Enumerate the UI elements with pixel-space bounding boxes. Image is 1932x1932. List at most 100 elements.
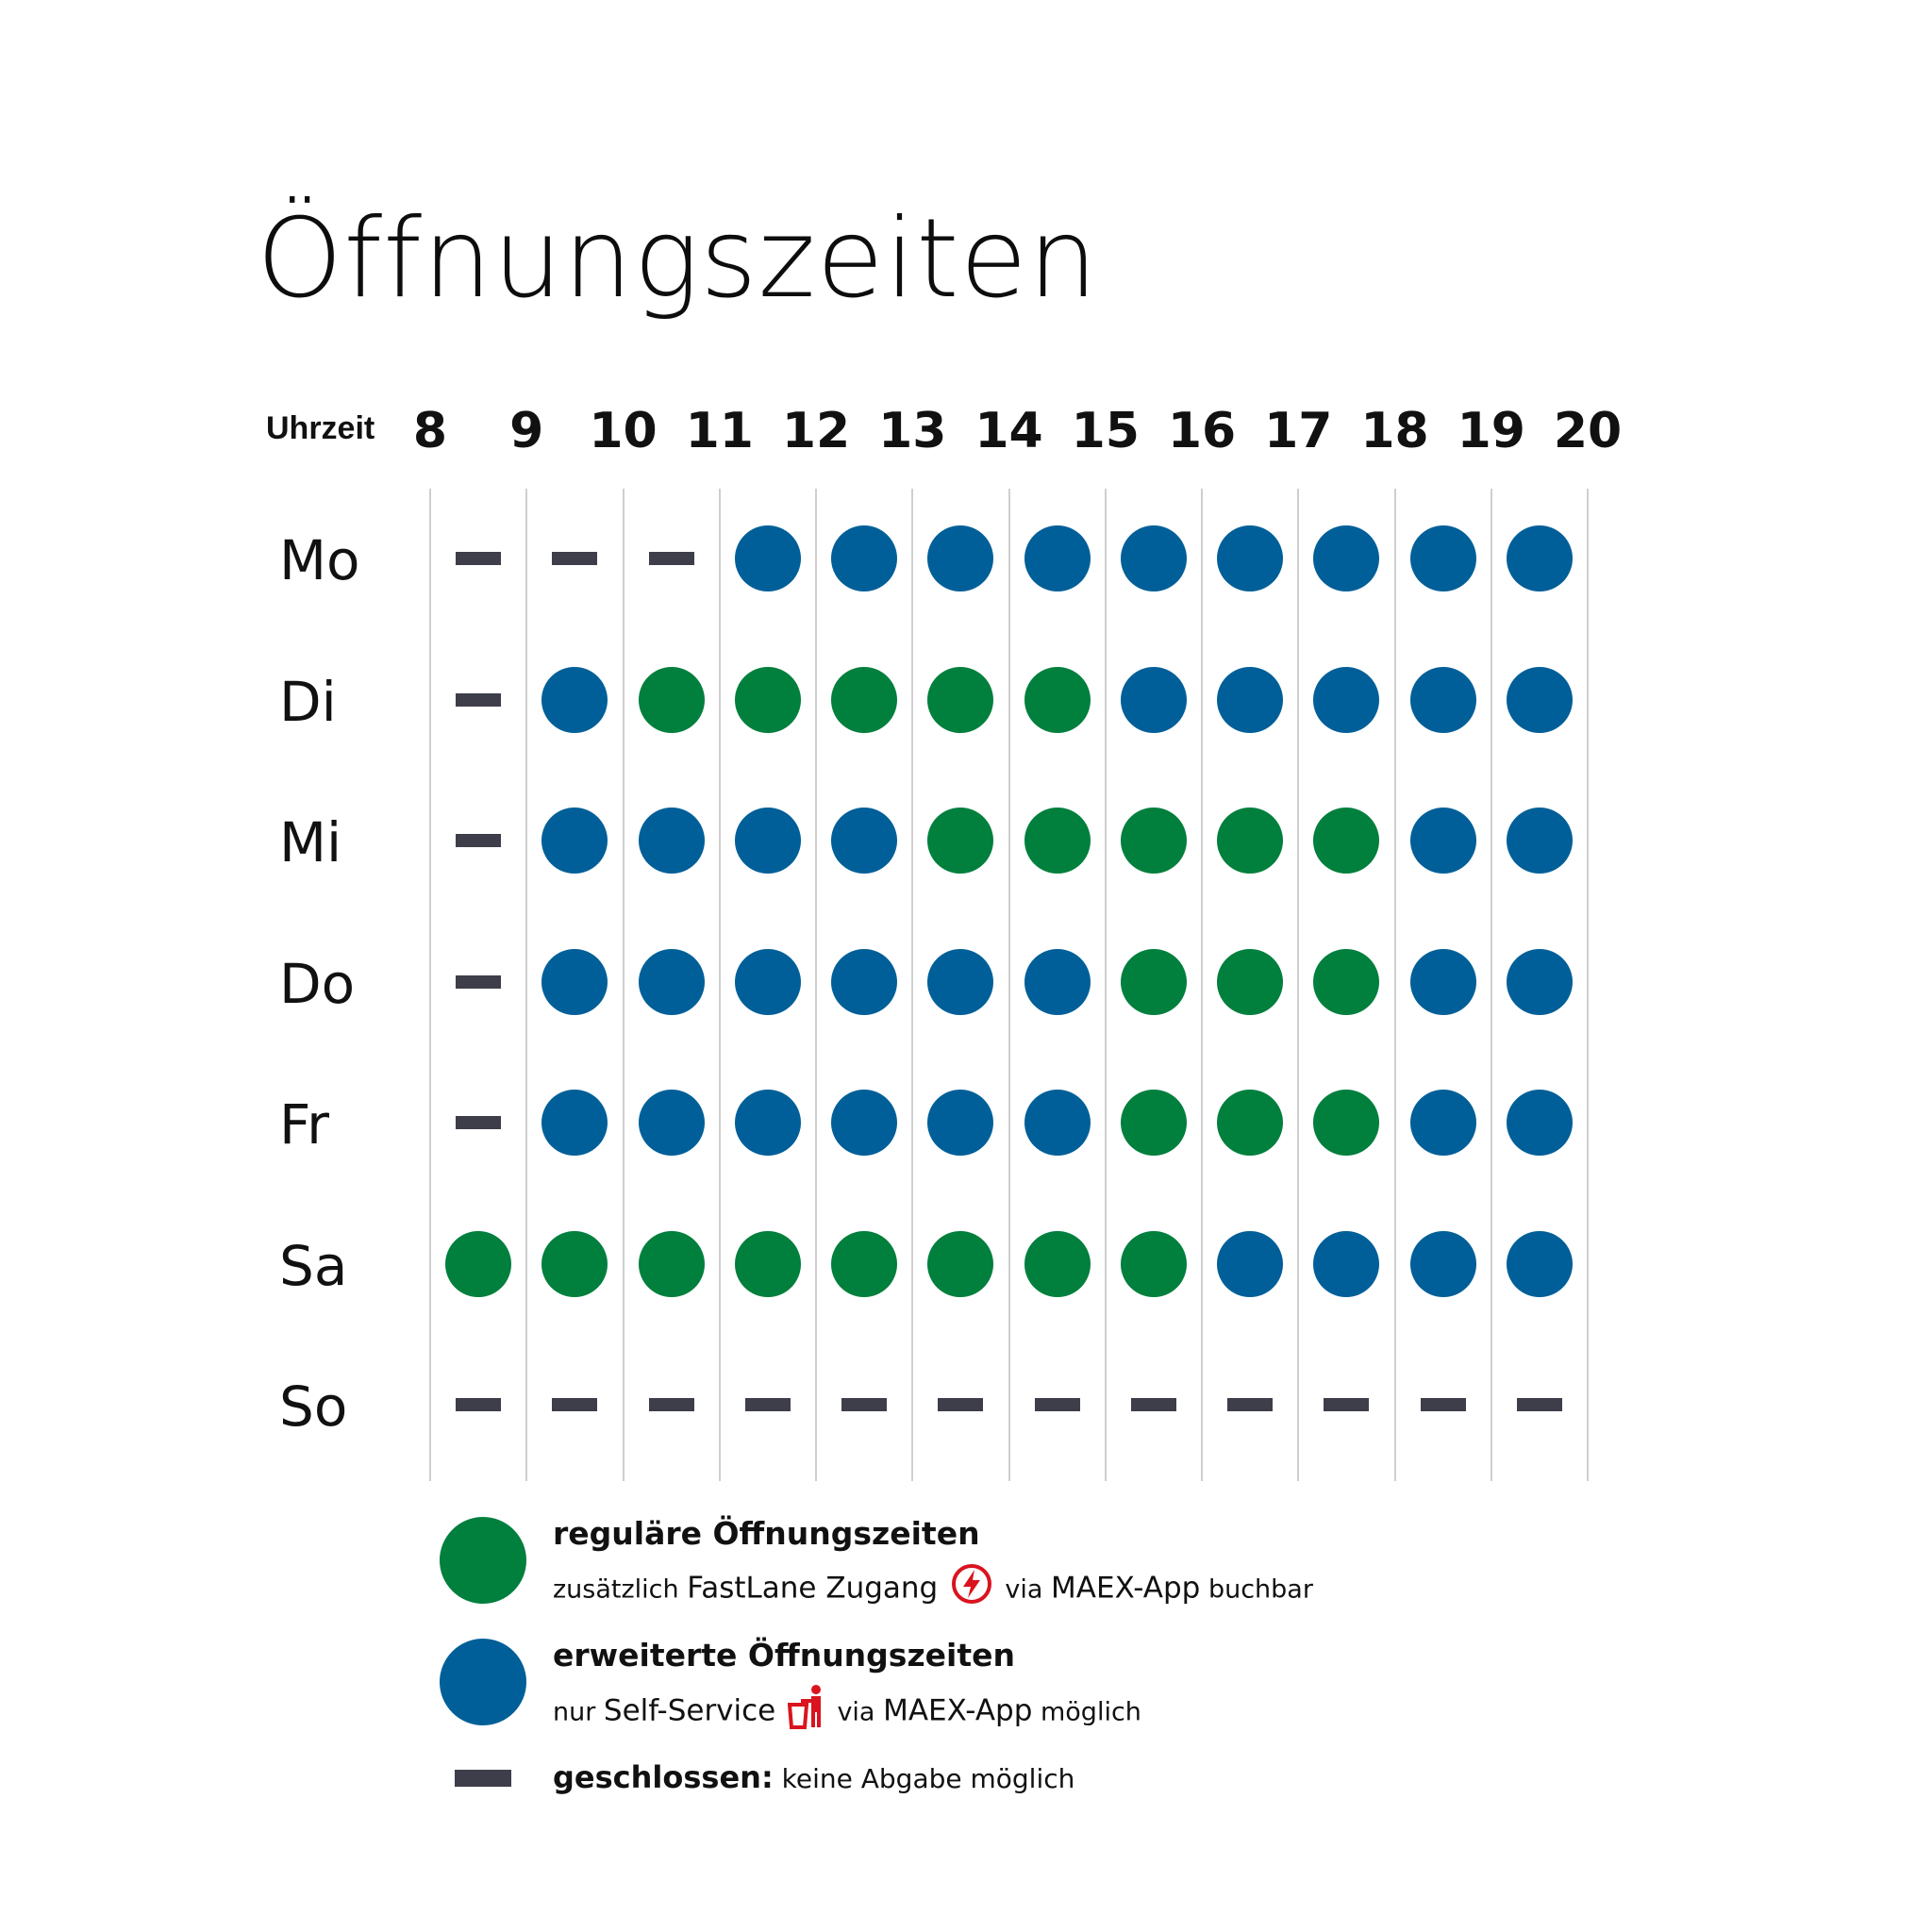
hour-gridline (1587, 489, 1589, 1481)
extended-slot-dot (1217, 666, 1284, 733)
regular-slot-dot (927, 1230, 994, 1297)
hour-label: 10 (589, 403, 658, 459)
closed-slot-dash (1130, 1398, 1176, 1411)
closed-slot-dash (841, 1398, 888, 1411)
regular-slot-dot (1313, 808, 1380, 874)
extended-slot-dot (1409, 666, 1476, 733)
extended-slot-dot (734, 948, 801, 1015)
hour-label: 12 (781, 403, 851, 459)
hour-gridline (1297, 489, 1300, 1481)
regular-slot-dot (1313, 1090, 1380, 1156)
hour-label: 13 (878, 403, 947, 459)
legend-extended-dot (440, 1639, 526, 1725)
legend-regular-feature: FastLane Zugang (687, 1571, 939, 1606)
hour-label: 11 (685, 403, 754, 459)
extended-slot-dot (831, 525, 898, 591)
hour-gridline (1104, 489, 1107, 1481)
regular-slot-dot (1120, 1230, 1187, 1297)
hour-label: 9 (509, 403, 544, 459)
regular-slot-dot (1217, 808, 1284, 874)
regular-slot-dot (1217, 948, 1284, 1015)
extended-slot-dot (1506, 1090, 1573, 1156)
extended-slot-dot (1506, 666, 1573, 733)
day-label: Sa (279, 1233, 348, 1298)
closed-slot-dash (456, 834, 502, 847)
regular-slot-dot (445, 1230, 512, 1297)
regular-slot-dot (734, 666, 801, 733)
legend-closed-title: geschlossen: (553, 1759, 774, 1795)
extended-slot-dot (734, 808, 801, 874)
legend-regular-subtitle: zusätzlich FastLane Zugang via MAEX-App … (553, 1562, 1313, 1619)
legend-regular-title: reguläre Öffnungszeiten (553, 1515, 980, 1552)
legend-regular-via: via (1005, 1574, 1043, 1605)
extended-slot-dot (831, 948, 898, 1015)
legend-extended-feature: Self-Service (603, 1693, 776, 1728)
hour-label: 16 (1167, 403, 1237, 459)
regular-slot-dot (1024, 666, 1091, 733)
hour-gridline (1490, 489, 1492, 1481)
extended-slot-dot (927, 1090, 994, 1156)
closed-slot-dash (744, 1398, 791, 1411)
extended-slot-dot (927, 948, 994, 1015)
extended-slot-dot (734, 1090, 801, 1156)
extended-slot-dot (831, 808, 898, 874)
extended-slot-dot (1409, 808, 1476, 874)
regular-slot-dot (927, 808, 994, 874)
hour-gridline (622, 489, 625, 1481)
legend-closed-dash (455, 1770, 511, 1787)
legend-regular-dot (440, 1517, 526, 1604)
day-label: Fr (279, 1092, 329, 1157)
closed-slot-dash (552, 1398, 598, 1411)
hour-gridline (1393, 489, 1396, 1481)
extended-slot-dot (927, 525, 994, 591)
extended-slot-dot (541, 948, 608, 1015)
regular-slot-dot (1120, 808, 1187, 874)
extended-slot-dot (1409, 525, 1476, 591)
extended-slot-dot (1120, 525, 1187, 591)
legend-closed-desc: keine Abgabe möglich (781, 1763, 1075, 1794)
extended-slot-dot (1313, 525, 1380, 591)
regular-slot-dot (1120, 1090, 1187, 1156)
extended-slot-dot (541, 666, 608, 733)
time-axis-label: Uhrzeit (266, 410, 375, 446)
extended-slot-dot (1024, 1090, 1091, 1156)
hour-gridline (525, 489, 528, 1481)
legend-extended-title: erweiterte Öffnungszeiten (553, 1637, 1015, 1674)
regular-slot-dot (1024, 1230, 1091, 1297)
extended-slot-dot (1506, 1230, 1573, 1297)
hour-gridline (1008, 489, 1010, 1481)
regular-slot-dot (541, 1230, 608, 1297)
closed-slot-dash (456, 1116, 502, 1129)
page-title: Öffnungszeiten (257, 195, 1099, 323)
extended-slot-dot (831, 1090, 898, 1156)
legend-extended-suffix: möglich (1040, 1697, 1141, 1727)
hour-label: 8 (412, 403, 448, 459)
legend-regular-app: MAEX-App (1051, 1571, 1201, 1606)
day-label: Mo (279, 528, 360, 592)
extended-slot-dot (638, 948, 705, 1015)
legend-regular-suffix: buchbar (1208, 1574, 1313, 1605)
closed-slot-dash (456, 974, 502, 989)
hour-gridline (911, 489, 914, 1481)
regular-slot-dot (1313, 948, 1380, 1015)
regular-slot-dot (638, 1230, 705, 1297)
legend-extended-via: via (837, 1697, 875, 1727)
regular-slot-dot (927, 666, 994, 733)
regular-slot-dot (1120, 948, 1187, 1015)
extended-slot-dot (734, 525, 801, 591)
hour-gridline (1201, 489, 1203, 1481)
day-label: So (279, 1374, 348, 1439)
extended-slot-dot (1506, 808, 1573, 874)
day-label: Mi (279, 810, 342, 874)
extended-slot-dot (1024, 948, 1091, 1015)
extended-slot-dot (541, 1090, 608, 1156)
lightning-icon (950, 1562, 993, 1619)
extended-slot-dot (1506, 948, 1573, 1015)
closed-slot-dash (648, 552, 694, 565)
extended-slot-dot (1409, 948, 1476, 1015)
extended-slot-dot (1217, 1230, 1284, 1297)
extended-slot-dot (1313, 1230, 1380, 1297)
legend-extended-subtitle: nur Self-Service via MAEX-App möglich (553, 1684, 1141, 1742)
regular-slot-dot (1024, 808, 1091, 874)
hour-label: 19 (1457, 403, 1525, 459)
